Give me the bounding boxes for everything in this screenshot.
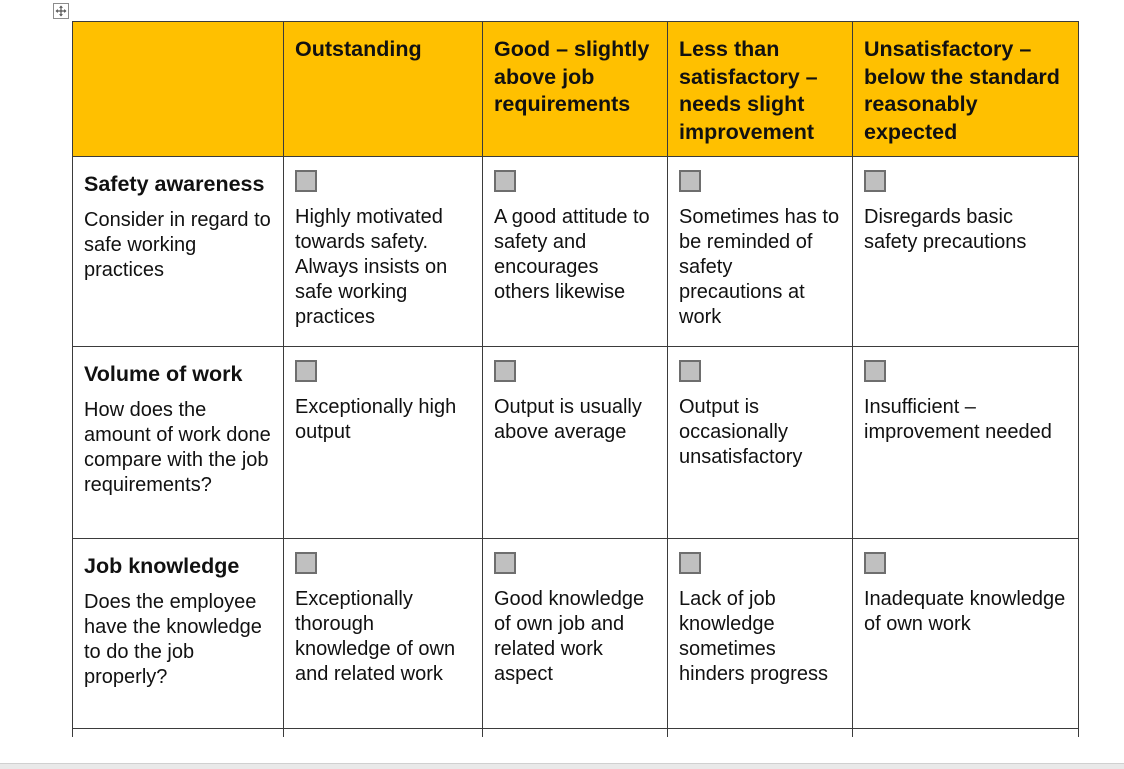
rating-cell: Inadequate knowledge of own work <box>852 538 1079 729</box>
rating-description: Inadequate knowledge of own work <box>864 588 1066 635</box>
rating-description: Good knowledge of own job and related wo… <box>494 588 645 685</box>
table-row: Volume of work How does the amount of wo… <box>72 346 1079 539</box>
page-bottom-edge <box>0 763 1124 769</box>
rating-description: Lack of job knowledge sometimes hinders … <box>679 588 828 685</box>
partial-cell <box>482 728 668 737</box>
checkbox-icon[interactable] <box>864 360 886 382</box>
rating-description: Sometimes has to be reminded of safety p… <box>679 206 840 328</box>
table-row: Safety awareness Consider in regard to s… <box>72 156 1079 347</box>
rating-description: Output is usually above average <box>494 396 642 443</box>
rating-cell: Exceptionally high output <box>283 346 483 539</box>
header-outstanding: Outstanding <box>283 21 483 157</box>
criterion-title: Volume of work <box>84 362 243 386</box>
checkbox-icon[interactable] <box>679 170 701 192</box>
header-corner-cell <box>72 21 284 157</box>
performance-rating-table: Outstanding Good – slightly above job re… <box>72 21 1079 737</box>
rating-cell: Insufficient – improvement needed <box>852 346 1079 539</box>
checkbox-icon[interactable] <box>494 360 516 382</box>
table-row-partial <box>72 728 1079 737</box>
criterion-cell-safety: Safety awareness Consider in regard to s… <box>72 156 284 347</box>
partial-cell <box>283 728 483 737</box>
criterion-title: Safety awareness <box>84 172 265 196</box>
checkbox-icon[interactable] <box>864 170 886 192</box>
checkbox-icon[interactable] <box>295 552 317 574</box>
rating-cell: Output is usually above average <box>482 346 668 539</box>
partial-cell <box>667 728 853 737</box>
header-good: Good – slightly above job requirements <box>482 21 668 157</box>
rating-cell: Sometimes has to be reminded of safety p… <box>667 156 853 347</box>
table-move-handle-icon[interactable] <box>53 3 69 19</box>
rating-description: Highly motivated towards safety. Always … <box>295 206 448 328</box>
checkbox-icon[interactable] <box>679 360 701 382</box>
rating-cell: Lack of job knowledge sometimes hinders … <box>667 538 853 729</box>
checkbox-icon[interactable] <box>679 552 701 574</box>
rating-description: Exceptionally high output <box>295 396 457 443</box>
criterion-description: Consider in regard to safe working pract… <box>84 209 271 281</box>
checkbox-icon[interactable] <box>295 360 317 382</box>
rating-cell: Highly motivated towards safety. Always … <box>283 156 483 347</box>
checkbox-icon[interactable] <box>295 170 317 192</box>
move-arrows-icon <box>55 5 67 17</box>
criterion-cell-job-knowledge: Job knowledge Does the employee have the… <box>72 538 284 729</box>
rating-cell: Exceptionally thorough knowledge of own … <box>283 538 483 729</box>
rating-description: Insufficient – improvement needed <box>864 396 1052 443</box>
header-unsatisfactory: Unsatisfactory – below the standard reas… <box>852 21 1079 157</box>
header-row: Outstanding Good – slightly above job re… <box>72 21 1079 157</box>
criterion-description: How does the amount of work done compare… <box>84 399 271 496</box>
table-row: Job knowledge Does the employee have the… <box>72 538 1079 729</box>
checkbox-icon[interactable] <box>864 552 886 574</box>
checkbox-icon[interactable] <box>494 170 516 192</box>
partial-cell <box>72 728 284 737</box>
criterion-description: Does the employee have the knowledge to … <box>84 591 262 688</box>
checkbox-icon[interactable] <box>494 552 516 574</box>
rating-cell: Output is occasionally unsatisfactory <box>667 346 853 539</box>
rating-description: Exceptionally thorough knowledge of own … <box>295 588 456 685</box>
partial-cell <box>852 728 1079 737</box>
rating-description: Disregards basic safety precautions <box>864 206 1027 253</box>
criterion-cell-volume: Volume of work How does the amount of wo… <box>72 346 284 539</box>
rating-description: A good attitude to safety and encourages… <box>494 206 650 303</box>
rating-cell: Good knowledge of own job and related wo… <box>482 538 668 729</box>
rating-cell: Disregards basic safety precautions <box>852 156 1079 347</box>
criterion-title: Job knowledge <box>84 554 240 578</box>
header-less-than-satisfactory: Less than satisfactory – needs slight im… <box>667 21 853 157</box>
rating-cell: A good attitude to safety and encourages… <box>482 156 668 347</box>
rating-description: Output is occasionally unsatisfactory <box>679 396 803 468</box>
